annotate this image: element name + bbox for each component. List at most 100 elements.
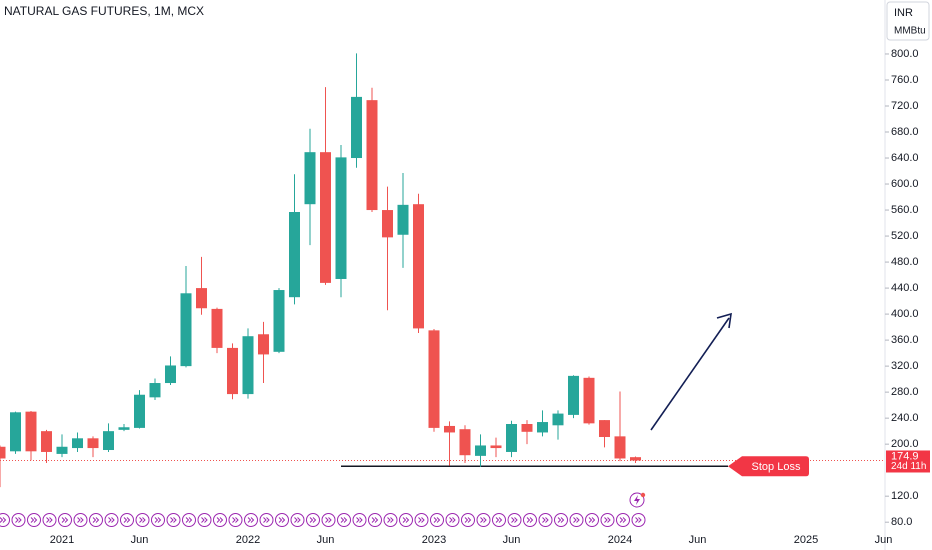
candle-body	[56, 446, 68, 454]
candle-body	[25, 411, 37, 452]
event-chevron	[216, 517, 224, 523]
y-tick-label: 280.0	[891, 386, 919, 398]
event-chevron	[30, 517, 38, 523]
candle-body	[289, 212, 300, 298]
event-chevron	[619, 517, 627, 523]
event-chevron	[449, 517, 456, 523]
candle-body	[258, 334, 269, 355]
event-dot	[640, 492, 646, 498]
y-tick-label: 320.0	[891, 360, 919, 372]
candle-body	[630, 457, 641, 461]
x-tick-label: 2023	[422, 534, 446, 546]
event-chevron	[495, 517, 503, 523]
event-chevron	[542, 517, 549, 523]
candle-body	[335, 157, 347, 279]
candle-body	[599, 420, 610, 438]
event-chevron	[557, 517, 565, 523]
event-icon	[0, 513, 10, 527]
event-chevron	[573, 517, 580, 523]
event-chevron	[170, 517, 177, 523]
event-chevron	[201, 517, 208, 523]
candle-body	[459, 429, 471, 456]
x-tick-label: Jun	[503, 534, 521, 546]
event-chevron	[418, 517, 425, 523]
plot-area: Stop Loss	[0, 53, 885, 527]
event-chevron	[402, 517, 410, 523]
y-tick-label: 400.0	[891, 308, 919, 320]
x-tick-label: Jun	[317, 534, 335, 546]
candle-body	[552, 413, 564, 426]
y-tick-label: 360.0	[891, 334, 919, 346]
candle-body	[72, 438, 83, 449]
event-chevron	[185, 517, 193, 523]
candle-body	[196, 288, 207, 309]
candle-body	[211, 308, 223, 348]
event-chevron	[139, 517, 146, 523]
candle-body	[428, 330, 440, 428]
candle-body	[242, 336, 254, 395]
x-tick-label: Jun	[875, 534, 893, 546]
candle-body	[537, 422, 548, 433]
y-tick-label: 680.0	[891, 126, 919, 138]
y-tick-label: 720.0	[891, 100, 919, 112]
y-tick-label: 640.0	[891, 152, 919, 164]
event-chevron	[46, 517, 53, 523]
event-chevron	[278, 517, 286, 523]
x-tick-label: 2025	[794, 534, 818, 546]
arrow-line	[650, 317, 730, 431]
y-tick-label: 480.0	[891, 256, 919, 268]
candle-body	[351, 96, 362, 159]
y-tick-label: 200.0	[891, 438, 919, 450]
candle-body	[413, 204, 424, 329]
x-tick-label: Jun	[689, 534, 707, 546]
candle-body	[41, 431, 52, 452]
x-tick-label: 2022	[236, 534, 260, 546]
candle-body	[273, 290, 285, 352]
countdown-label: 24d 11h	[891, 461, 926, 472]
event-chevron	[387, 517, 394, 523]
event-chevron	[325, 517, 332, 523]
candle-body	[227, 347, 238, 395]
x-tick-label: 2021	[50, 534, 74, 546]
event-chevron	[263, 517, 270, 523]
event-chevron	[108, 517, 115, 523]
y-tick-label: 600.0	[891, 178, 919, 190]
lightning	[634, 495, 640, 505]
price-axis: 80.0 120.0 200.0 240.0 280.0 320.0 360.0 400.0 4…	[885, 48, 930, 528]
event-chevron	[309, 517, 317, 523]
candle-body	[506, 424, 517, 452]
y-tick-label: 240.0	[891, 412, 919, 424]
currency: INR	[894, 7, 913, 19]
candle-body	[614, 436, 626, 459]
candle-body	[165, 365, 176, 384]
candle-body	[149, 383, 161, 398]
event-chevron	[433, 517, 441, 523]
last-price-label: 174.9	[891, 450, 919, 462]
candle-body	[180, 293, 192, 367]
candle-body	[568, 375, 579, 415]
event-chevron	[294, 517, 301, 523]
event-chevron	[15, 517, 22, 523]
candle-body	[118, 427, 130, 430]
event-chevron	[511, 517, 518, 523]
event-chevron	[480, 517, 487, 523]
candle-body	[444, 425, 455, 433]
event-chevron	[247, 517, 255, 523]
event-chevron	[232, 517, 239, 523]
candle-body	[103, 431, 114, 451]
event-chevron	[588, 517, 596, 523]
event-chevron	[356, 517, 363, 523]
candle-body	[583, 377, 595, 424]
unit-box[interactable]	[886, 1, 930, 41]
y-tick-label: 120.0	[891, 490, 919, 502]
event-chevron	[464, 517, 472, 523]
y-tick-label: 560.0	[891, 204, 919, 216]
event-chevron	[154, 517, 162, 523]
chart-title: NATURAL GAS FUTURES, 1M, MCX	[4, 4, 204, 18]
x-tick-label: Jun	[131, 534, 149, 546]
candle-body	[134, 394, 145, 428]
candle-body	[475, 445, 486, 456]
y-tick-label: 80.0	[891, 516, 912, 528]
stop-loss-badge	[728, 456, 809, 477]
